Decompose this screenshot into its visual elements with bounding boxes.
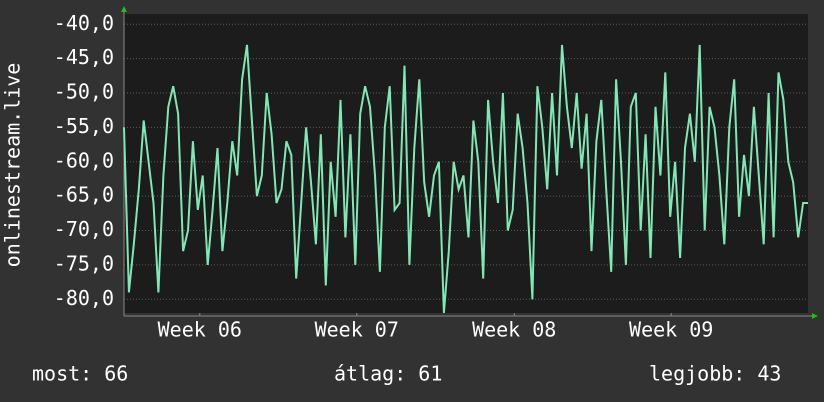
y-tick-label: -80,0 (54, 286, 114, 310)
y-tick-label: -40,0 (54, 11, 114, 35)
x-tick-label: Week 06 (158, 318, 242, 342)
x-tick-label: Week 07 (315, 318, 399, 342)
y-tick-label: -50,0 (54, 80, 114, 104)
y-tick-label: -45,0 (54, 45, 114, 69)
series-line (123, 44, 808, 314)
y-tick-label: -65,0 (54, 183, 114, 207)
axis-arrow (812, 313, 818, 319)
stat-label: átlag: 61 (334, 362, 442, 386)
x-tick-label: Week 08 (472, 318, 556, 342)
y-tick-label: -55,0 (54, 114, 114, 138)
y-tick-label: -75,0 (54, 251, 114, 275)
y-tick-label: -70,0 (54, 217, 114, 241)
y-axis-label: onlinestream.live (1, 63, 25, 268)
stat-label: legjobb: 43 (649, 362, 781, 386)
y-tick-label: -60,0 (54, 148, 114, 172)
x-tick-label: Week 09 (629, 318, 713, 342)
stat-label: most: 66 (32, 362, 128, 386)
